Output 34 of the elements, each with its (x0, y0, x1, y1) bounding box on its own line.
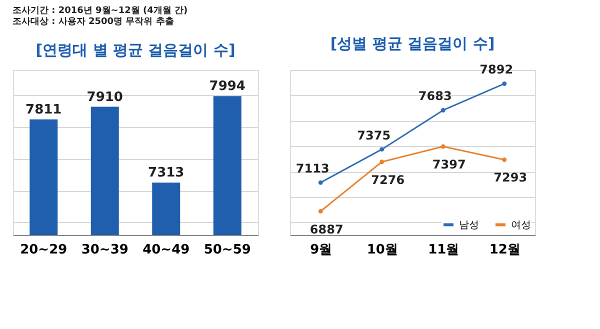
point (318, 180, 323, 185)
data-label: 6887 (310, 222, 344, 236)
legend-label: 여성 (511, 220, 531, 231)
point (502, 158, 507, 162)
chart-title: [연령대 별 평균 걸음걸이 수] (36, 41, 236, 59)
legend-label: 남성 (459, 220, 479, 231)
data-label: 7397 (432, 158, 466, 172)
x-tick-label: 9월 (310, 242, 332, 258)
point (318, 209, 323, 214)
x-tick-label: 20~29 (20, 242, 68, 258)
data-label: 7910 (86, 90, 123, 105)
data-label: 7293 (494, 170, 528, 185)
data-label: 7113 (296, 162, 330, 176)
data-label: 7683 (418, 89, 452, 104)
x-tick-label: 10월 (366, 242, 398, 258)
text: 조사대상 : 사용자 2500명 무작위 추출 (12, 16, 174, 28)
data-label: 7811 (26, 102, 62, 118)
data-label: 7276 (371, 172, 405, 187)
data-label: 7313 (148, 166, 184, 181)
data-label: 7375 (357, 128, 391, 142)
data-label: 7994 (209, 79, 246, 94)
point (440, 144, 446, 149)
text: 조사기간 : 2016년 9월~12월 (4개월 간) (12, 6, 188, 16)
x-tick-label: 40~49 (142, 242, 190, 258)
chart-title: [성별 평균 걸음걸이 수] (330, 34, 495, 53)
x-tick-label: 12월 (489, 242, 520, 258)
x-tick-label: 30~39 (81, 242, 128, 258)
point (380, 147, 384, 152)
point (502, 81, 507, 86)
x-tick-label: 11월 (428, 242, 460, 258)
point (380, 160, 384, 164)
point (440, 108, 446, 112)
data-label: 7892 (480, 62, 514, 77)
x-tick-label: 50~59 (204, 242, 251, 258)
